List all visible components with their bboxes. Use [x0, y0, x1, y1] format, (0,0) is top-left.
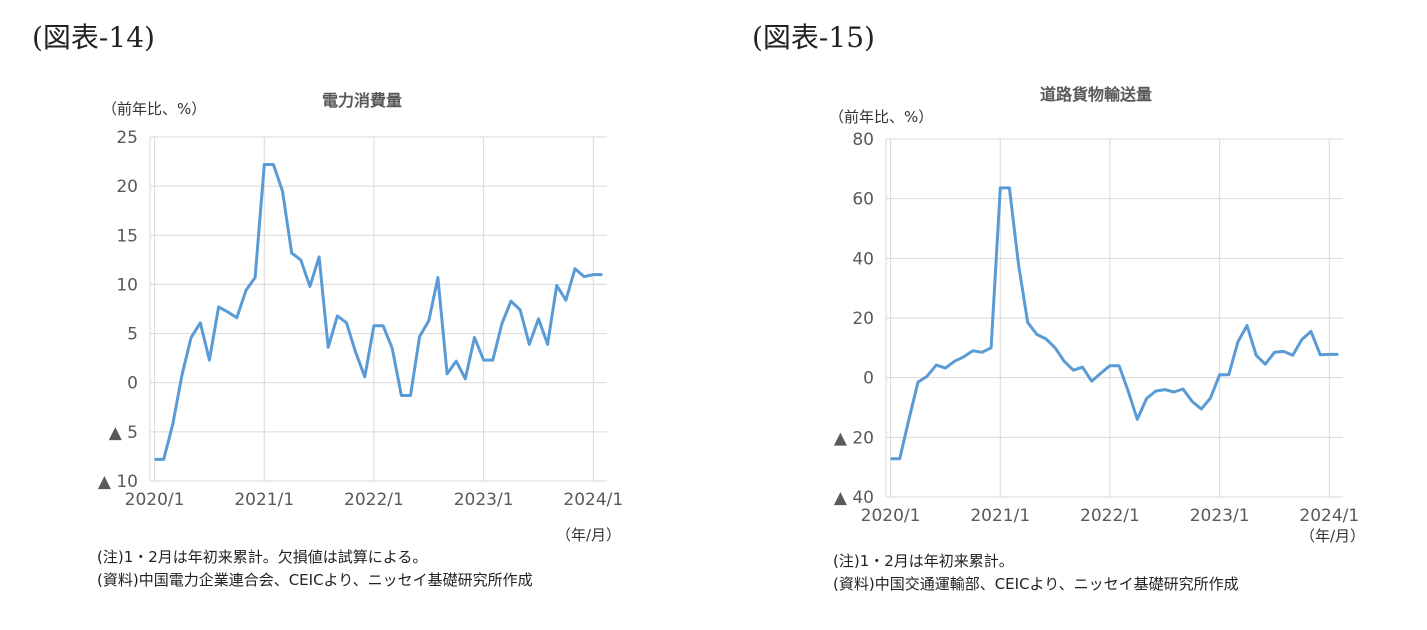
chart15-data-point	[1273, 351, 1275, 353]
chart15-ytick-label: 60	[852, 190, 874, 210]
chart15-data-point	[1328, 353, 1330, 355]
chart15-data-point	[926, 375, 928, 377]
chart15-data-point	[899, 458, 901, 460]
chart15-xtick-label: 2020/1	[861, 506, 921, 526]
chart15-xtick-label: 2021/1	[970, 506, 1030, 526]
chart15-data-point	[1091, 380, 1093, 382]
chart15-data-point	[1017, 263, 1019, 265]
source-14: (資料)中国電力企業連合会、CEICより、ニッセイ基礎研究所作成	[97, 571, 533, 589]
chart15-data-point	[1237, 341, 1239, 343]
chart15-data-point	[999, 187, 1001, 189]
chart15-data-point	[1164, 388, 1166, 390]
chart15-data-point	[1228, 374, 1230, 376]
chart15-xtick-label: 2023/1	[1190, 506, 1250, 526]
chart14-ytick-label: 0	[127, 374, 138, 394]
chart15-data-point	[1027, 321, 1029, 323]
chart15-data-point	[1127, 390, 1129, 392]
source-15: (資料)中国交通運輸部、CEICより、ニッセイ基礎研究所作成	[833, 575, 1239, 593]
chart15-ytick-label: 40	[852, 249, 874, 269]
chart15-data-point	[1255, 354, 1257, 356]
chart15-data-point	[944, 367, 946, 369]
chart15-data-point	[1109, 365, 1111, 367]
chart15-xtick-label: 2024/1	[1299, 506, 1359, 526]
chart15-data-point	[908, 418, 910, 420]
chart-title-15: 道路貨物輸送量	[1040, 85, 1153, 104]
chart15-data-point	[1246, 324, 1248, 326]
chart15-data-point	[963, 356, 965, 358]
chart14-series-line	[154, 163, 603, 461]
figure-label-15: (図表-15)	[752, 21, 875, 54]
chart15-ytick-label: ▲ 40	[834, 488, 874, 508]
chart15-data-point	[953, 360, 955, 362]
chart15-data-point	[889, 458, 891, 460]
chart15-data-point	[1282, 350, 1284, 352]
chart15-data-point	[1200, 408, 1202, 410]
chart15-data-point	[1182, 388, 1184, 390]
chart15-data-point	[1081, 366, 1083, 368]
chart15-data-point	[1310, 330, 1312, 332]
period-label-15: （年/月）	[1300, 527, 1366, 545]
chart15-xtick-label: 2022/1	[1080, 506, 1140, 526]
chart15-data-point	[981, 351, 983, 353]
unit-label-15: （前年比、%）	[829, 108, 934, 126]
chart15-ytick-label: 0	[863, 369, 874, 389]
chart15-data-point	[935, 364, 937, 366]
chart15-data-point	[1319, 354, 1321, 356]
chart15-data-point	[1301, 338, 1303, 340]
chart15-data-point	[1100, 372, 1102, 374]
chart15-data-point	[972, 350, 974, 352]
chart14-xtick-label: 2024/1	[563, 490, 623, 510]
chart14-ytick-label: 15	[116, 226, 138, 246]
chart15-ytick-label: 20	[852, 309, 874, 329]
chart-title-14: 電力消費量	[322, 91, 403, 110]
chart14-xtick-label: 2021/1	[234, 490, 294, 510]
chart15-data-point	[1054, 347, 1056, 349]
chart15-data-point	[1118, 365, 1120, 367]
chart15-data-point	[917, 381, 919, 383]
period-label-14: （年/月）	[556, 526, 622, 544]
unit-label-14: （前年比、%）	[102, 100, 207, 118]
chart15-data-point	[1072, 369, 1074, 371]
chart15-data-point	[1191, 400, 1193, 402]
chart14-ytick-label: 5	[127, 325, 138, 345]
figure-label-14: (図表-14)	[32, 21, 155, 54]
chart15-ytick-label: 80	[852, 130, 874, 150]
chart15-data-point	[1008, 187, 1010, 189]
chart14-ytick-label: 25	[116, 128, 138, 148]
note-15: (注)1・2月は年初来累計。	[833, 552, 1014, 570]
chart15-data-point	[1209, 397, 1211, 399]
chart15-data-point	[1036, 333, 1038, 335]
note-14: (注)1・2月は年初来累計。欠損値は試算による。	[97, 548, 428, 566]
chart14-ytick-label: ▲ 5	[109, 423, 138, 443]
chart14-ytick-label: 10	[116, 275, 138, 295]
chart15-data-point	[1045, 338, 1047, 340]
chart14-xtick-label: 2022/1	[344, 490, 404, 510]
chart15-data-point	[1154, 390, 1156, 392]
chart14-xtick-label: 2023/1	[454, 490, 514, 510]
chart14-ytick-label: 20	[116, 177, 138, 197]
chart15-data-point	[1063, 360, 1065, 362]
chart15-data-point	[1264, 363, 1266, 365]
chart15-data-point	[1145, 397, 1147, 399]
chart15-data-point	[1337, 353, 1339, 355]
chart14-ytick-label: ▲ 10	[98, 472, 138, 492]
chart15-data-point	[1218, 374, 1220, 376]
chart15-data-point	[1173, 391, 1175, 393]
chart15-data-point	[1292, 354, 1294, 356]
chart15-data-point	[990, 347, 992, 349]
chart14-xtick-label: 2020/1	[125, 490, 185, 510]
chart15-data-point	[1136, 418, 1138, 420]
chart15-series-line	[890, 186, 1339, 461]
chart15-ytick-label: ▲ 20	[834, 428, 874, 448]
